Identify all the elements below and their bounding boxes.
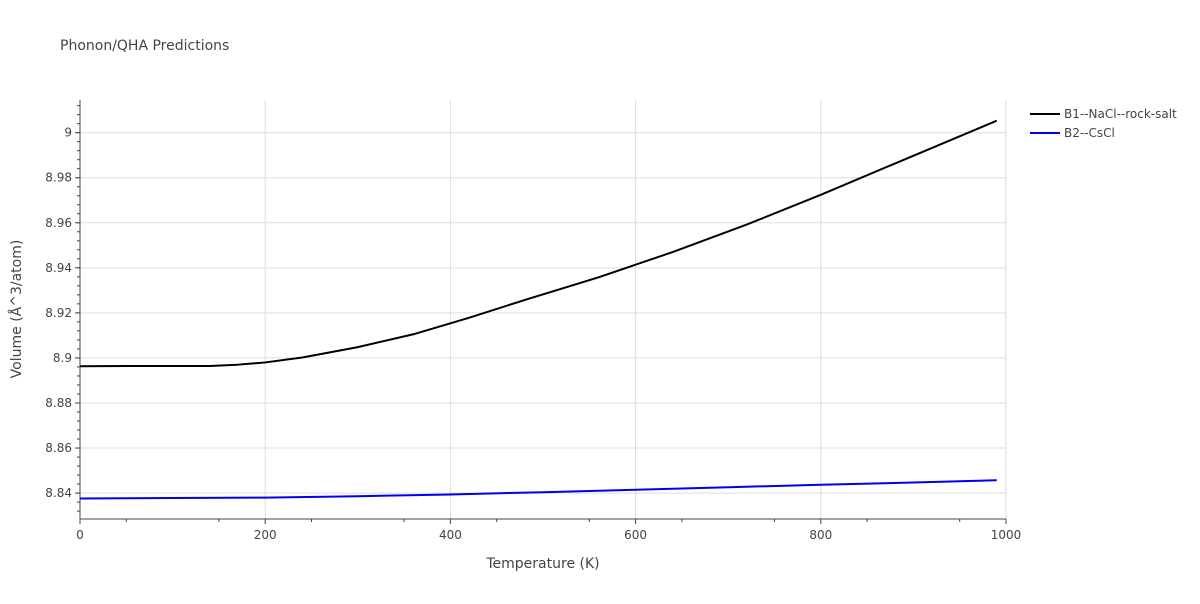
grid [80, 100, 1007, 519]
y-tick-label: 8.88 [45, 396, 72, 410]
y-tick-label: 8.84 [45, 486, 72, 500]
series-lines [79, 119, 998, 500]
chart-title: Phonon/QHA Predictions [60, 38, 229, 54]
y-tick-label: 9 [64, 126, 72, 140]
axes [75, 100, 1007, 524]
legend-label: B2--CsCl [1064, 126, 1115, 140]
x-tick-label: 400 [439, 528, 462, 542]
series-line-2 [79, 479, 997, 500]
y-tick-label: 8.9 [53, 351, 72, 365]
x-tick-label: 600 [624, 528, 647, 542]
x-axis-title: Temperature (K) [485, 556, 599, 572]
y-axis-title: Volume (Å^3/atom) [8, 240, 25, 379]
y-tick-label: 8.98 [45, 171, 72, 185]
y-tick-label: 8.86 [45, 441, 72, 455]
tick-labels: 0 200 400 600 800 1000 8.84 8.86 8.88 8.9 8.92 8.94… [45, 126, 1021, 542]
x-tick-label: 0 [76, 528, 84, 542]
series-line-1 [79, 119, 998, 368]
y-tick-label: 8.96 [45, 216, 72, 230]
x-tick-label: 200 [254, 528, 277, 542]
x-tick-label: 1000 [991, 528, 1022, 542]
legend: B1--NaCl--rock-salt B2--CsCl [1030, 107, 1177, 140]
y-tick-label: 8.94 [45, 261, 72, 275]
y-tick-label: 8.92 [45, 306, 72, 320]
legend-label: B1--NaCl--rock-salt [1064, 107, 1177, 121]
x-tick-label: 800 [809, 528, 832, 542]
minor-ticks [77, 105, 961, 522]
